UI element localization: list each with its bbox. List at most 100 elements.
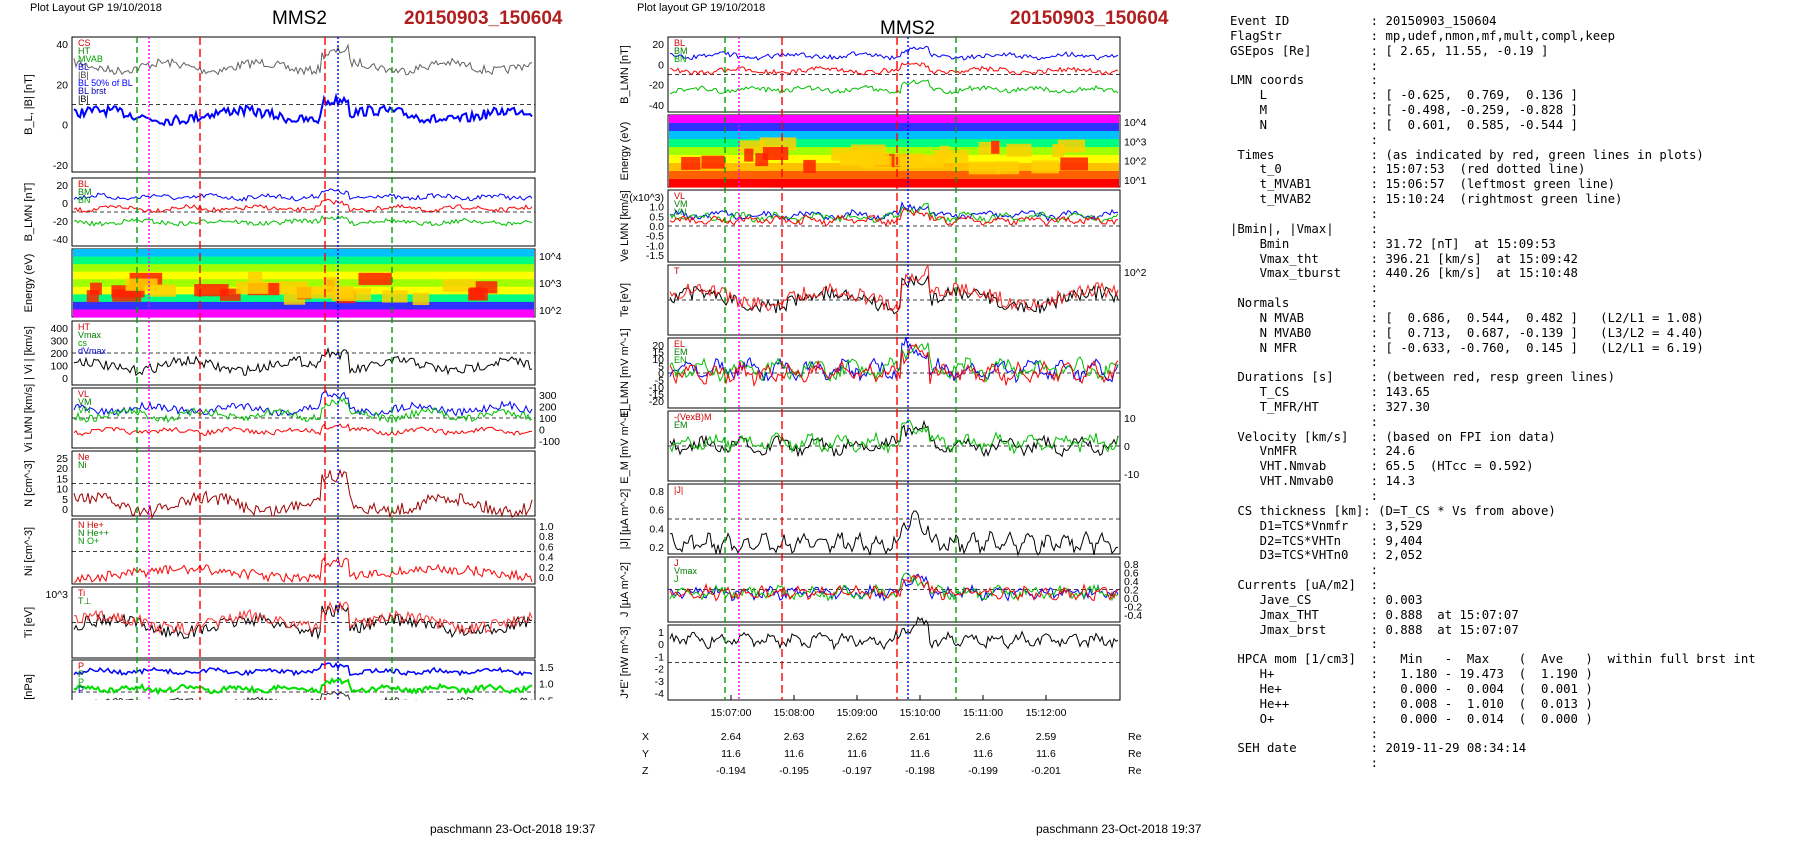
y-tick-label: 1.0 [649, 202, 664, 214]
y-tick-label: (x10^3) [629, 192, 664, 204]
legend-entry: VL [78, 389, 89, 399]
spectrogram-blob [803, 159, 816, 173]
y-tick-label: 0.5 [539, 695, 554, 700]
y-tick-label: 0.6 [649, 505, 664, 517]
spectrogram-band [73, 309, 534, 318]
info-line: Normals : [1230, 296, 1379, 311]
data-trace [73, 396, 533, 424]
x-tick-label: 15:12:00 [1026, 707, 1067, 719]
x-tick-label: 15:11:00 [963, 707, 1003, 719]
info-line: HPCA mom [1/cm3] : Min - Max ( Ave ) wit… [1230, 652, 1756, 667]
data-trace [669, 264, 1119, 312]
y-tick-label: 10^2 [539, 305, 562, 317]
info-line: D3=TCS*VHTn0 : 2,052 [1230, 548, 1423, 563]
legend-entry: dVmax [78, 346, 107, 356]
data-trace [669, 202, 1119, 224]
legend-entry: cs [78, 338, 88, 348]
y-tick-label: 1.5 [539, 662, 554, 674]
info-line: t_MVAB2 : 15:10:24 (rightmost green line… [1230, 192, 1623, 207]
legend-entry: Ne [78, 452, 90, 462]
spectrogram-band [669, 115, 1119, 124]
y-tick-label: 0 [658, 639, 664, 651]
y-tick-label: 15 [652, 347, 664, 359]
spectrogram-blob [382, 290, 408, 303]
y-tick-label: -3 [655, 676, 664, 688]
data-trace [73, 555, 533, 584]
info-line: D1=TCS*Vnmfr : 3,529 [1230, 518, 1423, 533]
spectrogram-band [669, 171, 1119, 180]
y-tick-label: 300 [539, 390, 557, 402]
data-trace [73, 215, 533, 227]
data-trace [669, 45, 1119, 61]
data-trace [73, 677, 533, 696]
y-tick-label: 0 [62, 198, 68, 210]
y-tick-label: -40 [649, 100, 664, 112]
panel-ylabel: E_M [mV m^-1] [619, 408, 631, 483]
y-tick-label: 0.8 [1124, 559, 1139, 571]
legend-entry: BL 50% of BL [78, 78, 133, 88]
position-value: -0.195 [779, 765, 809, 777]
info-line: LMN coords : [1230, 73, 1379, 88]
left-event-id: 20150903_150604 [404, 8, 563, 29]
spectrogram-band [669, 147, 1119, 156]
spectrogram-blob [1031, 160, 1059, 174]
spectrogram-band [73, 264, 534, 273]
panel: Te [eV] 10^2 T [619, 264, 1147, 336]
x-tick-label: 15:09:00 [837, 707, 878, 719]
panel-ylabel: Ni [cm^-3] [23, 527, 35, 576]
info-line: Vmax_tburst : 440.26 [km/s] at 15:10:48 [1230, 266, 1578, 281]
data-trace [669, 419, 1119, 458]
y-tick-label: 40 [56, 39, 68, 51]
spectrogram-blob [358, 272, 392, 286]
info-line: Velocity [km/s] : (based on FPI ion data… [1230, 429, 1556, 444]
y-tick-label: 0.0 [649, 221, 664, 233]
y-tick-label: 0 [658, 368, 664, 380]
position-value: 2.61 [910, 731, 931, 743]
position-value: 2.6 [976, 731, 991, 743]
y-tick-label: 0 [62, 120, 68, 132]
data-trace [73, 92, 533, 127]
legend-entry: N He+ [78, 520, 104, 530]
position-value: 2.59 [1036, 731, 1057, 743]
position-unit: Re [1128, 748, 1142, 760]
y-tick-label: 300 [50, 336, 68, 348]
y-tick-label: 20 [56, 463, 68, 475]
panel-ylabel: J [µA m^-2] [619, 562, 631, 617]
y-tick-label: 10^3 [539, 278, 562, 290]
info-line: : [1230, 563, 1379, 578]
legend-entry: MVAB [78, 54, 103, 64]
spectrogram-blob [991, 140, 1000, 154]
spectrogram-blob [1060, 157, 1089, 171]
y-tick-label: 10 [652, 354, 664, 366]
y-tick-label: 20 [652, 39, 664, 51]
data-trace [73, 603, 533, 640]
y-tick-label: 10 [56, 484, 68, 496]
panel-ylabel: Energy (eV) [23, 254, 35, 313]
event-info-text: Event ID : 20150903_150604 FlagStr : mp,u… [1230, 14, 1800, 771]
info-line: : [1230, 637, 1379, 652]
legend-entry: P [78, 685, 84, 695]
y-tick-label: 0 [62, 373, 68, 385]
y-tick-label: 10^2 [1124, 156, 1147, 168]
legend-entry: VN [78, 405, 91, 415]
y-tick-label: -1 [655, 651, 664, 663]
left-spacecraft: MMS2 [272, 8, 327, 29]
legend-entry: N O+ [78, 536, 99, 546]
info-line: O+ : 0.000 - 0.014 ( 0.000 ) [1230, 711, 1593, 726]
y-tick-label: 1.0 [539, 521, 554, 533]
legend-entry: VL [674, 191, 685, 201]
y-tick-label: 100 [50, 361, 68, 373]
spectrogram-blob [755, 153, 769, 167]
info-line: Durations [s] : (between red, resp green… [1230, 370, 1615, 385]
y-tick-label: 10^3 [46, 589, 69, 601]
y-tick-label: -0.5 [646, 231, 664, 243]
y-tick-label: -20 [53, 216, 68, 228]
info-line: t_MVAB1 : 15:06:57 (leftmost green line) [1230, 177, 1615, 192]
info-line: Currents [uA/m2] : [1230, 578, 1379, 593]
position-axis-label: Y [642, 748, 649, 760]
y-tick-label: 0.6 [539, 541, 554, 553]
